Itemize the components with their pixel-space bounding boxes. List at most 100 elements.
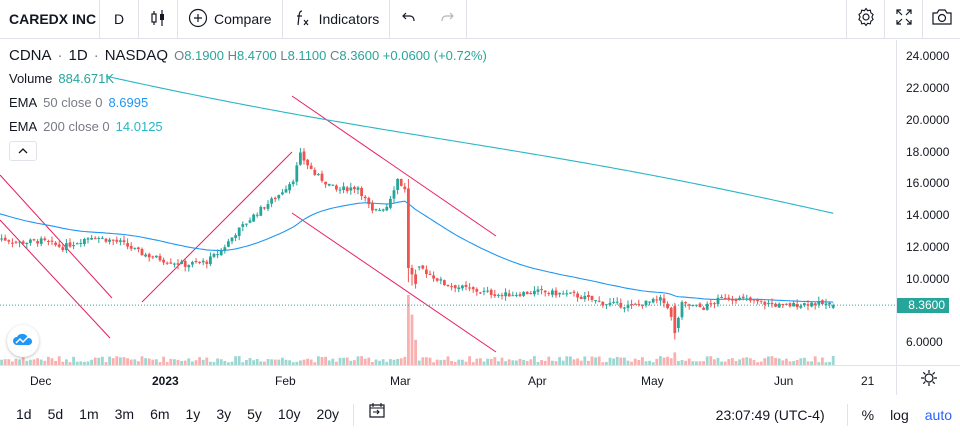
volume-bar (227, 362, 230, 365)
volume-bar (698, 361, 702, 365)
candle-body (662, 298, 666, 304)
volume-bar (803, 357, 806, 365)
price-axis-label: 10.0000 (906, 272, 950, 286)
candle-body (561, 293, 565, 295)
volume-bar (396, 358, 399, 365)
candle-body (115, 239, 119, 242)
volume-bar (277, 359, 281, 365)
volume-bar (432, 362, 435, 365)
clock-timezone[interactable]: 23:07:49 (UTC-4) (715, 406, 825, 423)
volume-bar (176, 359, 180, 365)
candle-body (558, 292, 561, 295)
high-value: 8.4700 (236, 48, 277, 63)
volume-bar (489, 358, 493, 365)
volume-bar (356, 356, 360, 365)
high-key: H (227, 48, 237, 63)
legend-ticker[interactable]: CDNA (9, 47, 52, 64)
chart-type-button[interactable] (139, 0, 177, 39)
candle-body (363, 196, 367, 199)
fx-icon (293, 8, 313, 31)
candle-body (691, 304, 695, 306)
candle-body (677, 317, 680, 328)
price-axis[interactable]: 24.0000 22.0000 20.0000 18.0000 16.0000 … (896, 40, 960, 365)
log-scale-toggle[interactable]: log (890, 406, 909, 423)
volume-bar (61, 361, 65, 365)
volume-bar (281, 357, 284, 365)
plus-circle-icon (188, 8, 208, 31)
candle-body (216, 254, 219, 256)
trendline (291, 212, 497, 353)
time-axis[interactable]: Dec 2023 Feb Mar Apr May Jun 21 (0, 365, 896, 395)
trendline (141, 151, 293, 303)
legend-volume-row[interactable]: Volume 884.671K (9, 71, 487, 95)
candle-body (759, 300, 763, 302)
volume-bar (461, 359, 464, 365)
candle-body (381, 209, 385, 211)
volume-bar (7, 359, 11, 365)
legend-ema200-row[interactable]: EMA 200 close 0 14.0125 (9, 119, 487, 143)
candle-body (317, 174, 320, 176)
range-10y-button[interactable]: 10y (277, 406, 301, 422)
price-chart[interactable] (0, 40, 896, 365)
interval-button[interactable]: D (113, 11, 125, 27)
settings-button[interactable] (846, 0, 884, 39)
symbol-search-button[interactable]: CAREDX INC (0, 0, 100, 39)
price-axis-label: 6.0000 (906, 335, 943, 349)
candle-body (410, 267, 414, 275)
range-1m-button[interactable]: 1m (79, 406, 99, 422)
volume-bar (126, 358, 129, 365)
undo-button[interactable] (390, 0, 428, 39)
screenshot-button[interactable] (922, 0, 960, 39)
volume-bar (399, 358, 403, 365)
close-key: C (330, 48, 340, 63)
legend-separator: · (57, 47, 63, 64)
candle-body (687, 304, 691, 306)
candle-body (817, 300, 821, 305)
candle-body (396, 178, 399, 190)
percent-scale-toggle[interactable]: % (861, 406, 875, 423)
goto-date-button[interactable] (360, 396, 394, 433)
legend-collapse-button[interactable] (9, 141, 37, 161)
volume-bar (767, 356, 770, 365)
candle-body (277, 195, 281, 199)
volume-bar (734, 361, 738, 365)
candle-body (57, 244, 61, 247)
volume-bar (504, 361, 507, 365)
candle-body (522, 292, 525, 296)
range-1y-button[interactable]: 1y (185, 406, 201, 422)
candle-body (68, 242, 72, 247)
volume-bar (83, 361, 86, 365)
legend-ema50-row[interactable]: EMA 50 close 0 8.6995 (9, 95, 487, 119)
chart-pane[interactable] (0, 40, 896, 365)
last-price-tag: 8.3600 (897, 298, 949, 313)
volume-bar (507, 359, 511, 365)
range-3y-button[interactable]: 3y (216, 406, 232, 422)
candle-body (525, 291, 529, 295)
range-6m-button[interactable]: 6m (150, 406, 170, 422)
tradingview-logo-button[interactable] (7, 325, 39, 357)
range-3m-button[interactable]: 3m (114, 406, 135, 422)
volume-bar (684, 360, 687, 365)
candle-body (39, 238, 43, 244)
candle-body (21, 241, 25, 244)
auto-scale-toggle[interactable]: auto (924, 406, 952, 423)
volume-bar (111, 358, 115, 365)
volume-bar (338, 357, 342, 365)
range-1d-button[interactable]: 1d (16, 406, 32, 422)
range-20y-button[interactable]: 20y (316, 406, 340, 422)
volume-bar (511, 360, 515, 365)
range-5y-button[interactable]: 5y (247, 406, 262, 422)
candle-body (731, 299, 734, 301)
redo-button[interactable] (428, 0, 466, 39)
range-5d-button[interactable]: 5d (47, 406, 64, 422)
volume-bar (795, 359, 799, 365)
volume-bar (169, 358, 173, 365)
volume-bar (216, 358, 219, 365)
fullscreen-button[interactable] (884, 0, 922, 39)
indicators-button[interactable]: Indicators (283, 0, 390, 39)
axis-settings-button[interactable] (896, 365, 960, 395)
volume-bar (576, 358, 579, 365)
volume-bar (183, 360, 187, 365)
compare-button[interactable]: Compare (178, 0, 282, 39)
volume-bar (691, 361, 695, 365)
